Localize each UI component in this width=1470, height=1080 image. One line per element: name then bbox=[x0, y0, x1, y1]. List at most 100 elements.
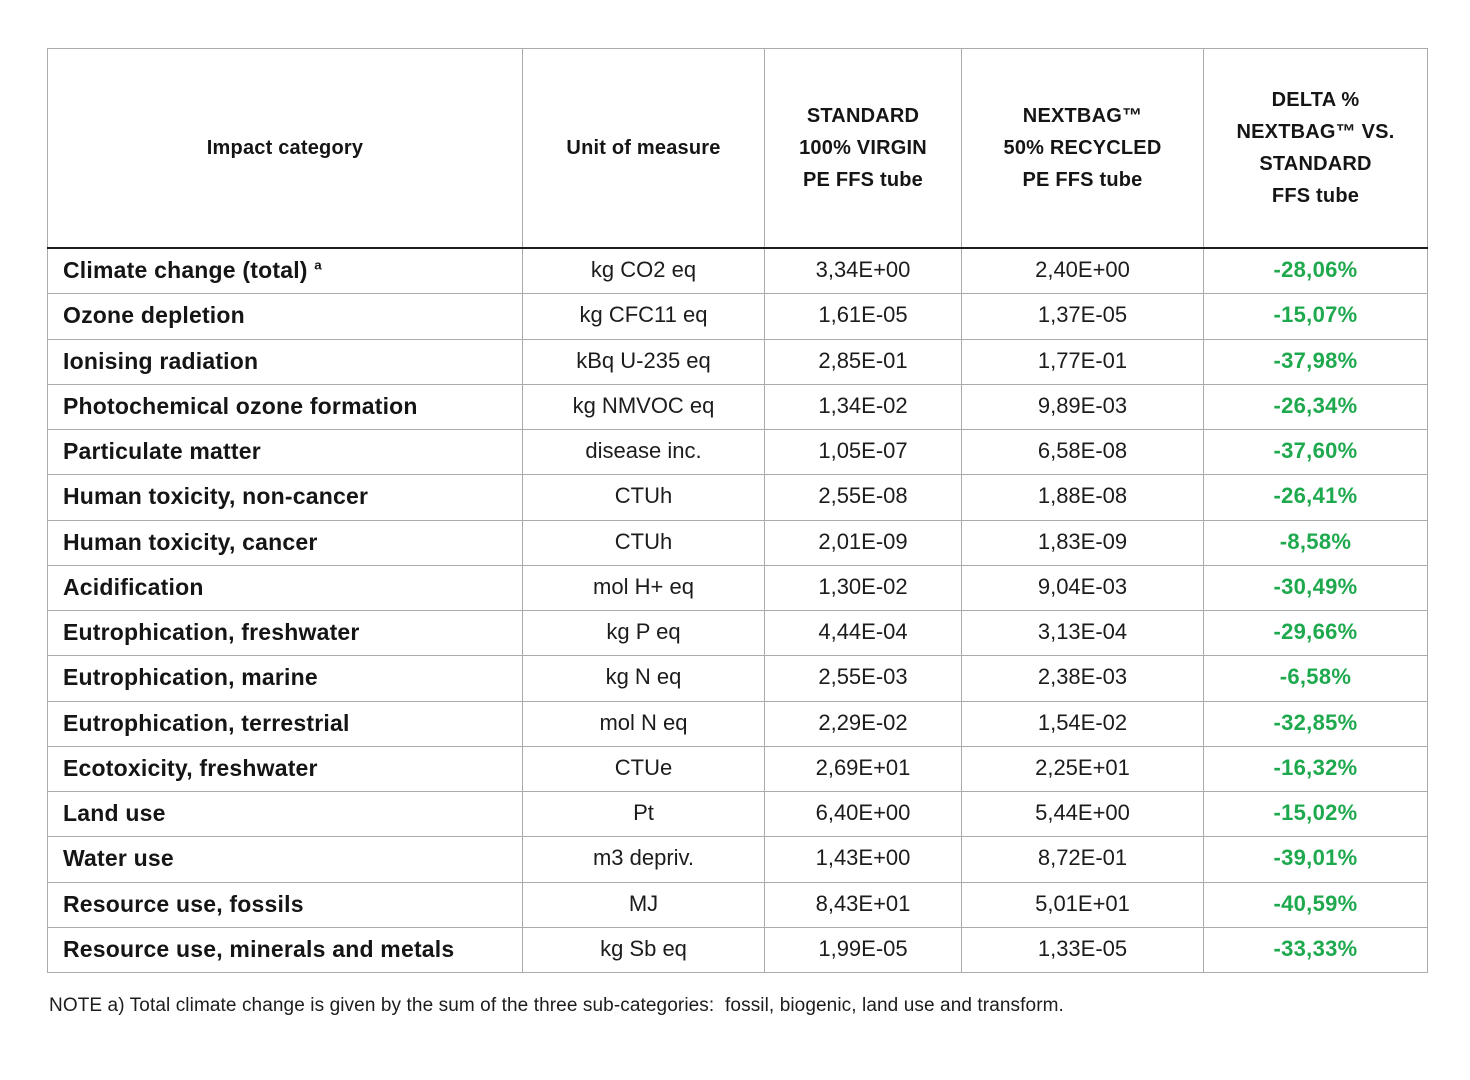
nextbag-value-cell: 1,33E-05 bbox=[961, 926, 1204, 974]
table-row: Land use Pt 6,40E+00 5,44E+00 -15,02% bbox=[47, 790, 1428, 838]
table-row: Ecotoxicity, freshwater CTUe 2,69E+01 2,… bbox=[47, 745, 1428, 793]
standard-value-cell: 6,40E+00 bbox=[764, 790, 962, 838]
impact-category-label: Eutrophication, marine bbox=[63, 664, 318, 691]
footnote-marker: a bbox=[314, 257, 322, 273]
standard-value-cell: 2,85E-01 bbox=[764, 338, 962, 385]
table-row: Photochemical ozone formation kg NMVOC e… bbox=[47, 383, 1428, 431]
delta-percent-cell: -30,49% bbox=[1203, 564, 1428, 612]
table-row: Particulate matter disease inc. 1,05E-07… bbox=[47, 428, 1428, 476]
table-body: Climate change (total) a kg CO2 eq 3,34E… bbox=[47, 247, 1428, 974]
unit-of-measure-cell: MJ bbox=[522, 881, 765, 928]
unit-of-measure-cell: disease inc. bbox=[522, 428, 765, 476]
unit-of-measure-cell: kg N eq bbox=[522, 655, 765, 702]
standard-value-cell: 1,34E-02 bbox=[764, 383, 962, 431]
table-row: Eutrophication, terrestrial mol N eq 2,2… bbox=[47, 700, 1428, 747]
impact-category-label: Ecotoxicity, freshwater bbox=[63, 754, 318, 781]
standard-value-cell: 1,30E-02 bbox=[764, 564, 962, 612]
standard-value-cell: 1,61E-05 bbox=[764, 293, 962, 340]
unit-of-measure-cell: m3 depriv. bbox=[522, 836, 765, 883]
table-row: Human toxicity, cancer CTUh 2,01E-09 1,8… bbox=[47, 519, 1428, 566]
unit-of-measure-cell: Pt bbox=[522, 790, 765, 838]
impact-category-cell: Resource use, minerals and metals bbox=[47, 926, 523, 974]
table-row: Resource use, minerals and metals kg Sb … bbox=[47, 926, 1428, 974]
col-header-delta-percent: DELTA % NEXTBAG™ VS. STANDARD FFS tube bbox=[1203, 48, 1428, 249]
nextbag-value-cell: 6,58E-08 bbox=[961, 428, 1204, 476]
unit-of-measure-cell: mol H+ eq bbox=[522, 564, 765, 612]
unit-of-measure-cell: kBq U-235 eq bbox=[522, 338, 765, 385]
table-row: Climate change (total) a kg CO2 eq 3,34E… bbox=[47, 247, 1428, 295]
col-header-impact-category: Impact category bbox=[47, 48, 523, 249]
nextbag-value-cell: 5,01E+01 bbox=[961, 881, 1204, 928]
impact-category-cell: Ionising radiation bbox=[47, 338, 523, 385]
standard-value-cell: 1,99E-05 bbox=[764, 926, 962, 974]
nextbag-value-cell: 2,25E+01 bbox=[961, 745, 1204, 793]
table-header: Impact category Unit of measure STANDARD… bbox=[47, 48, 1428, 249]
delta-percent-cell: -16,32% bbox=[1203, 745, 1428, 793]
impact-category-cell: Ecotoxicity, freshwater bbox=[47, 745, 523, 793]
delta-percent-cell: -37,98% bbox=[1203, 338, 1428, 385]
nextbag-value-cell: 3,13E-04 bbox=[961, 609, 1204, 657]
delta-percent-cell: -15,02% bbox=[1203, 790, 1428, 838]
standard-value-cell: 4,44E-04 bbox=[764, 609, 962, 657]
unit-of-measure-cell: kg CFC11 eq bbox=[522, 293, 765, 340]
impact-category-cell: Ozone depletion bbox=[47, 293, 523, 340]
delta-percent-cell: -40,59% bbox=[1203, 881, 1428, 928]
delta-percent-cell: -37,60% bbox=[1203, 428, 1428, 476]
impact-category-label: Climate change (total) bbox=[63, 257, 315, 283]
impact-category-cell: Acidification bbox=[47, 564, 523, 612]
unit-of-measure-cell: CTUh bbox=[522, 474, 765, 521]
delta-percent-cell: -8,58% bbox=[1203, 519, 1428, 566]
table-row: Resource use, fossils MJ 8,43E+01 5,01E+… bbox=[47, 881, 1428, 928]
standard-value-cell: 8,43E+01 bbox=[764, 881, 962, 928]
standard-value-cell: 1,05E-07 bbox=[764, 428, 962, 476]
nextbag-value-cell: 1,77E-01 bbox=[961, 338, 1204, 385]
impact-comparison-table: Impact category Unit of measure STANDARD… bbox=[47, 48, 1428, 974]
nextbag-value-cell: 1,83E-09 bbox=[961, 519, 1204, 566]
nextbag-value-cell: 9,89E-03 bbox=[961, 383, 1204, 431]
impact-category-label: Human toxicity, non-cancer bbox=[63, 483, 369, 510]
nextbag-value-cell: 1,88E-08 bbox=[961, 474, 1204, 521]
impact-category-cell: Climate change (total) a bbox=[47, 247, 523, 295]
impact-category-label: Water use bbox=[63, 845, 174, 872]
delta-percent-cell: -26,41% bbox=[1203, 474, 1428, 521]
impact-category-label: Human toxicity, cancer bbox=[63, 528, 318, 555]
unit-of-measure-cell: CTUe bbox=[522, 745, 765, 793]
delta-percent-cell: -6,58% bbox=[1203, 655, 1428, 702]
standard-value-cell: 2,01E-09 bbox=[764, 519, 962, 566]
nextbag-value-cell: 2,38E-03 bbox=[961, 655, 1204, 702]
impact-category-label: Ozone depletion bbox=[63, 302, 245, 329]
impact-category-label: Photochemical ozone formation bbox=[63, 392, 418, 419]
impact-category-cell: Photochemical ozone formation bbox=[47, 383, 523, 431]
table-row: Acidification mol H+ eq 1,30E-02 9,04E-0… bbox=[47, 564, 1428, 612]
delta-percent-cell: -33,33% bbox=[1203, 926, 1428, 974]
impact-category-label: Resource use, minerals and metals bbox=[63, 935, 455, 962]
impact-category-label: Eutrophication, terrestrial bbox=[63, 709, 350, 736]
unit-of-measure-cell: CTUh bbox=[522, 519, 765, 566]
table-row: Human toxicity, non-cancer CTUh 2,55E-08… bbox=[47, 474, 1428, 521]
impact-category-label: Acidification bbox=[63, 573, 204, 600]
impact-category-label: Eutrophication, freshwater bbox=[63, 619, 360, 645]
table-row: Water use m3 depriv. 1,43E+00 8,72E-01 -… bbox=[47, 836, 1428, 883]
standard-value-cell: 3,34E+00 bbox=[764, 247, 962, 295]
table-row: Eutrophication, freshwater kg P eq 4,44E… bbox=[47, 609, 1428, 657]
delta-percent-cell: -28,06% bbox=[1203, 247, 1428, 295]
unit-of-measure-cell: kg NMVOC eq bbox=[522, 383, 765, 431]
impact-category-cell: Land use bbox=[47, 790, 523, 838]
table-row: Ozone depletion kg CFC11 eq 1,61E-05 1,3… bbox=[47, 293, 1428, 340]
header-row: Impact category Unit of measure STANDARD… bbox=[47, 48, 1428, 249]
col-header-unit-of-measure: Unit of measure bbox=[522, 48, 765, 249]
standard-value-cell: 2,55E-03 bbox=[764, 655, 962, 702]
impact-category-label: Ionising radiation bbox=[63, 347, 259, 374]
delta-percent-cell: -26,34% bbox=[1203, 383, 1428, 431]
impact-category-cell: Eutrophication, terrestrial bbox=[47, 700, 523, 747]
delta-percent-cell: -29,66% bbox=[1203, 609, 1428, 657]
nextbag-value-cell: 2,40E+00 bbox=[961, 247, 1204, 295]
standard-value-cell: 2,69E+01 bbox=[764, 745, 962, 793]
unit-of-measure-cell: mol N eq bbox=[522, 700, 765, 747]
nextbag-value-cell: 1,54E-02 bbox=[961, 700, 1204, 747]
standard-value-cell: 2,55E-08 bbox=[764, 474, 962, 521]
impact-category-cell: Eutrophication, marine bbox=[47, 655, 523, 702]
footnote: NOTE a) Total climate change is given by… bbox=[49, 995, 1064, 1016]
impact-category-cell: Human toxicity, non-cancer bbox=[47, 474, 523, 521]
impact-category-cell: Human toxicity, cancer bbox=[47, 519, 523, 566]
